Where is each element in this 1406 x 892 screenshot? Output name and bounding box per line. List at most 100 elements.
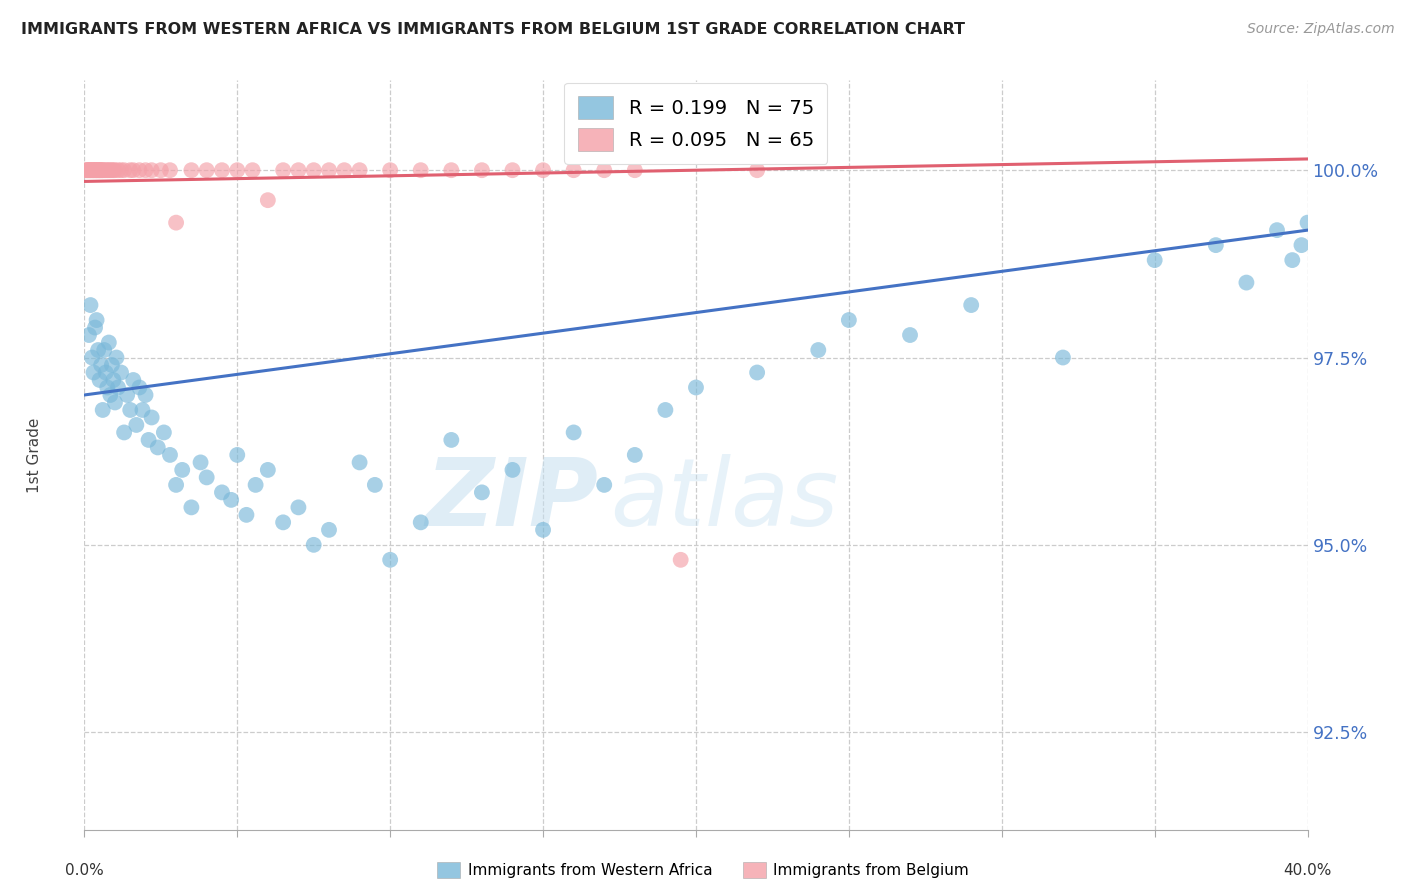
Point	[190, 455, 212, 469]
Point	[131, 403, 153, 417]
Point	[90, 163, 112, 178]
Point	[90, 358, 112, 372]
Point	[562, 163, 585, 178]
Point	[107, 163, 129, 178]
Point	[75, 163, 97, 178]
Legend: Immigrants from Western Africa, Immigrants from Belgium: Immigrants from Western Africa, Immigran…	[430, 856, 976, 884]
Point	[807, 343, 830, 357]
Point	[153, 425, 176, 440]
Point	[624, 163, 647, 178]
Point	[440, 163, 463, 178]
Point	[593, 478, 616, 492]
Point	[593, 163, 616, 178]
Point	[624, 448, 647, 462]
Point	[97, 335, 120, 350]
Point	[103, 373, 125, 387]
Point	[211, 485, 233, 500]
Point	[172, 463, 194, 477]
Point	[86, 313, 108, 327]
Point	[471, 485, 494, 500]
Point	[122, 373, 145, 387]
Point	[141, 410, 163, 425]
Point	[128, 163, 150, 178]
Point	[1291, 238, 1313, 252]
Text: IMMIGRANTS FROM WESTERN AFRICA VS IMMIGRANTS FROM BELGIUM 1ST GRADE CORRELATION : IMMIGRANTS FROM WESTERN AFRICA VS IMMIGR…	[21, 22, 965, 37]
Point	[364, 478, 387, 492]
Point	[409, 516, 432, 530]
Point	[318, 163, 340, 178]
Point	[112, 425, 135, 440]
Point	[302, 538, 325, 552]
Point	[93, 343, 115, 357]
Point	[226, 163, 249, 178]
Point	[84, 163, 107, 178]
Point	[94, 366, 117, 380]
Point	[101, 358, 124, 372]
Y-axis label: 1st Grade: 1st Grade	[27, 417, 42, 492]
Point	[115, 388, 138, 402]
Point	[104, 395, 127, 409]
Point	[94, 163, 117, 178]
Point	[287, 163, 309, 178]
Point	[287, 500, 309, 515]
Point	[96, 380, 118, 394]
Point	[747, 366, 769, 380]
Point	[79, 298, 101, 312]
Point	[1265, 223, 1288, 237]
Point	[165, 478, 187, 492]
Point	[257, 463, 280, 477]
Point	[1052, 351, 1074, 365]
Point	[195, 470, 218, 484]
Point	[271, 163, 294, 178]
Point	[89, 373, 111, 387]
Text: Source: ZipAtlas.com: Source: ZipAtlas.com	[1247, 22, 1395, 37]
Point	[91, 403, 114, 417]
Point	[83, 163, 105, 178]
Text: 0.0%: 0.0%	[65, 863, 104, 879]
Point	[87, 343, 110, 357]
Point	[86, 163, 108, 178]
Point	[502, 463, 524, 477]
Point	[531, 163, 554, 178]
Point	[107, 380, 129, 394]
Point	[101, 163, 124, 178]
Point	[103, 163, 125, 178]
Point	[110, 366, 132, 380]
Point	[112, 163, 135, 178]
Point	[654, 403, 676, 417]
Point	[122, 163, 145, 178]
Point	[97, 163, 120, 178]
Point	[235, 508, 257, 522]
Point	[80, 351, 103, 365]
Text: 40.0%: 40.0%	[1284, 863, 1331, 879]
Point	[685, 380, 707, 394]
Point	[180, 163, 202, 178]
Point	[165, 216, 187, 230]
Point	[98, 388, 121, 402]
Point	[146, 441, 169, 455]
Point	[76, 163, 98, 178]
Point	[80, 163, 103, 178]
Point	[242, 163, 264, 178]
Point	[838, 313, 860, 327]
Point	[89, 163, 111, 178]
Point	[180, 500, 202, 515]
Point	[1236, 276, 1258, 290]
Point	[84, 163, 107, 178]
Point	[77, 163, 100, 178]
Point	[86, 163, 108, 178]
Point	[502, 163, 524, 178]
Point	[159, 163, 181, 178]
Point	[82, 163, 104, 178]
Point	[669, 553, 692, 567]
Point	[349, 455, 371, 469]
Point	[141, 163, 163, 178]
Point	[125, 417, 148, 432]
Point	[195, 163, 218, 178]
Point	[409, 163, 432, 178]
Point	[98, 163, 121, 178]
Point	[79, 163, 101, 178]
Point	[1281, 253, 1303, 268]
Point	[898, 328, 921, 343]
Point	[257, 193, 280, 207]
